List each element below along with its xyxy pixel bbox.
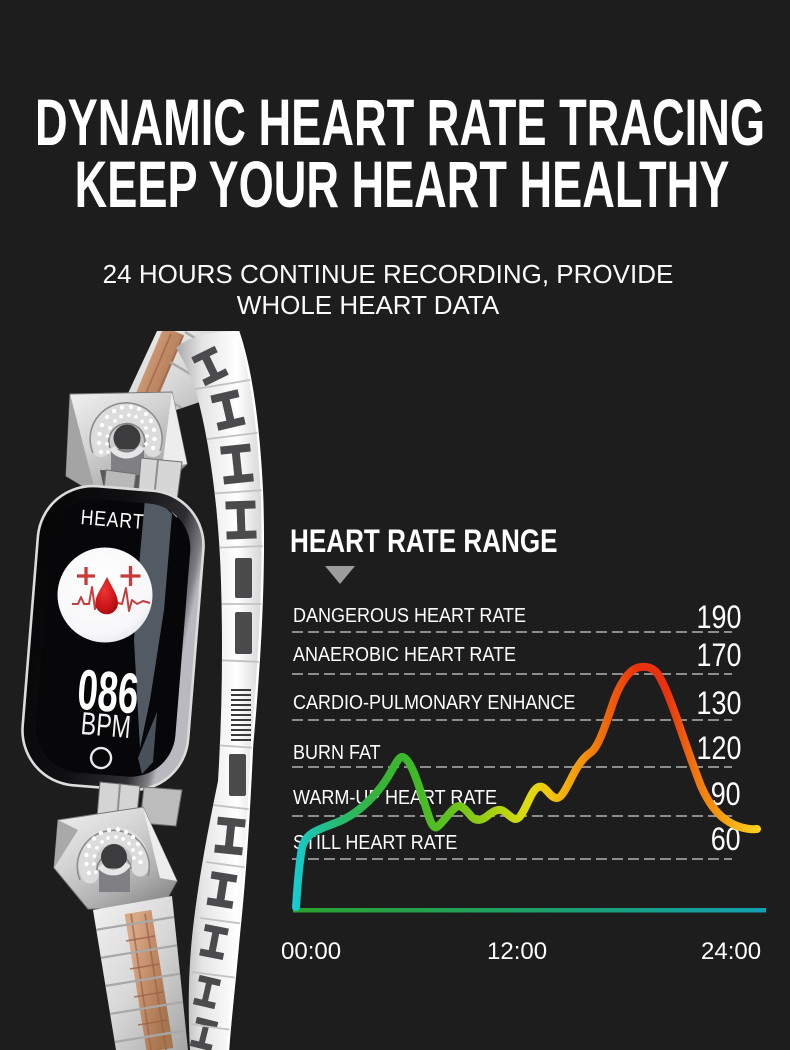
svg-text:HEART: HEART [80,506,145,535]
svg-text:BPM: BPM [80,705,133,744]
svg-text:086: 086 [75,659,141,727]
